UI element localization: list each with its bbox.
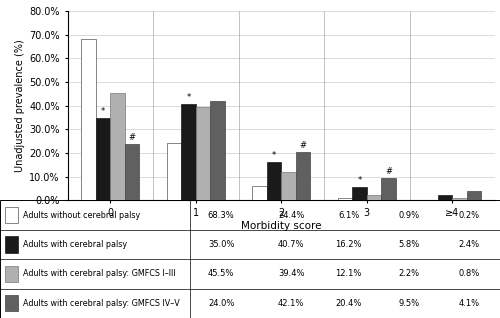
Bar [438, 195, 452, 200]
Text: *: * [186, 93, 190, 102]
Text: Adults without cerebral palsy: Adults without cerebral palsy [22, 211, 140, 219]
Text: Adults with cerebral palsy: Adults with cerebral palsy [22, 240, 127, 249]
Text: 20.4%: 20.4% [336, 299, 362, 308]
Bar [252, 186, 266, 200]
Bar [110, 93, 125, 200]
X-axis label: Morbidity score: Morbidity score [241, 221, 322, 231]
Text: 24.0%: 24.0% [208, 299, 234, 308]
Bar [367, 195, 382, 200]
Bar [338, 198, 352, 200]
Bar [266, 162, 281, 200]
Text: 12.1%: 12.1% [336, 269, 362, 278]
Text: 0.8%: 0.8% [458, 269, 479, 278]
Text: Adults with cerebral palsy: GMFCS IV–V: Adults with cerebral palsy: GMFCS IV–V [22, 299, 179, 308]
Bar [166, 143, 181, 200]
Bar [352, 187, 367, 200]
Bar [196, 107, 210, 200]
Text: 0.9%: 0.9% [398, 211, 419, 219]
Text: 42.1%: 42.1% [278, 299, 304, 308]
Text: 5.8%: 5.8% [398, 240, 419, 249]
Bar [81, 39, 96, 200]
Text: 6.1%: 6.1% [338, 211, 359, 219]
Bar [281, 172, 296, 200]
Text: 2.4%: 2.4% [458, 240, 479, 249]
Bar [210, 101, 225, 200]
Bar [5, 236, 18, 252]
Text: 0.2%: 0.2% [458, 211, 479, 219]
Text: 39.4%: 39.4% [278, 269, 304, 278]
Text: 24.4%: 24.4% [278, 211, 304, 219]
Y-axis label: Unadjusted prevalence (%): Unadjusted prevalence (%) [15, 39, 25, 172]
Text: 9.5%: 9.5% [398, 299, 419, 308]
Bar [452, 198, 467, 200]
Text: 35.0%: 35.0% [208, 240, 234, 249]
Bar [5, 266, 18, 282]
Text: *: * [101, 107, 105, 116]
Text: 16.2%: 16.2% [336, 240, 362, 249]
Text: 40.7%: 40.7% [278, 240, 304, 249]
Bar [96, 118, 110, 200]
Text: *: * [272, 151, 276, 160]
Text: #: # [128, 133, 136, 142]
Text: 2.2%: 2.2% [398, 269, 419, 278]
Text: #: # [300, 141, 306, 150]
Text: 45.5%: 45.5% [208, 269, 234, 278]
Text: 68.3%: 68.3% [208, 211, 234, 219]
Bar [467, 191, 481, 200]
Bar [296, 152, 310, 200]
Text: #: # [385, 167, 392, 176]
Bar [125, 144, 140, 200]
Text: Adults with cerebral palsy: GMFCS I–III: Adults with cerebral palsy: GMFCS I–III [22, 269, 175, 278]
Bar [5, 295, 18, 311]
Bar [382, 178, 396, 200]
Bar [181, 104, 196, 200]
Text: *: * [358, 176, 362, 185]
Text: 4.1%: 4.1% [458, 299, 479, 308]
Bar [5, 207, 18, 223]
